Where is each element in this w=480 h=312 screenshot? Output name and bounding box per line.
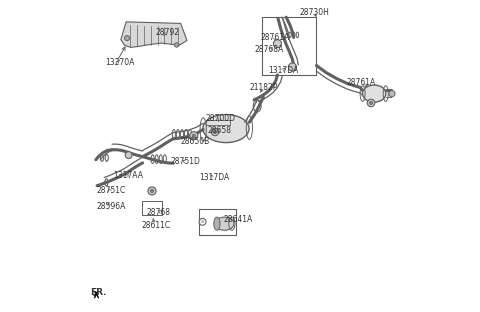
Text: 28761A: 28761A: [260, 33, 289, 42]
Circle shape: [389, 90, 395, 97]
Text: 21182P: 21182P: [250, 83, 278, 92]
Text: 28792: 28792: [156, 28, 180, 37]
Bar: [142, 201, 162, 215]
Text: 28751C: 28751C: [96, 187, 126, 195]
Bar: [199, 209, 236, 235]
Text: 28768A: 28768A: [255, 46, 284, 54]
Circle shape: [125, 152, 132, 158]
Circle shape: [192, 134, 195, 137]
Circle shape: [175, 43, 179, 47]
Text: 28768: 28768: [146, 208, 170, 217]
Circle shape: [148, 187, 156, 195]
Circle shape: [199, 218, 206, 225]
Ellipse shape: [203, 115, 249, 143]
Text: 28596A: 28596A: [96, 202, 126, 211]
Text: 28730H: 28730H: [300, 8, 329, 17]
Circle shape: [367, 99, 375, 107]
Text: 28658: 28658: [207, 126, 231, 134]
Circle shape: [125, 36, 130, 41]
Text: 28650B: 28650B: [180, 137, 210, 145]
Ellipse shape: [215, 217, 234, 230]
Circle shape: [190, 132, 198, 140]
Circle shape: [274, 40, 281, 48]
Text: 1317DA: 1317DA: [199, 173, 229, 182]
Text: a: a: [201, 219, 204, 224]
Text: 1317DA: 1317DA: [268, 66, 299, 75]
Ellipse shape: [214, 217, 220, 230]
Text: 28700D: 28700D: [205, 114, 236, 123]
Text: FR.: FR.: [90, 288, 107, 297]
Circle shape: [288, 63, 297, 71]
Circle shape: [214, 130, 216, 134]
Circle shape: [370, 101, 372, 105]
Bar: [262, 17, 316, 75]
Text: 28611C: 28611C: [142, 221, 171, 230]
Circle shape: [211, 128, 219, 136]
Text: 13270A: 13270A: [105, 58, 134, 67]
Text: 28641A: 28641A: [224, 216, 253, 224]
Text: 28751D: 28751D: [171, 157, 201, 166]
Polygon shape: [121, 22, 187, 47]
Ellipse shape: [362, 85, 386, 102]
Circle shape: [150, 189, 154, 193]
Text: 1317AA: 1317AA: [114, 171, 144, 180]
Text: 28761A: 28761A: [346, 78, 375, 87]
